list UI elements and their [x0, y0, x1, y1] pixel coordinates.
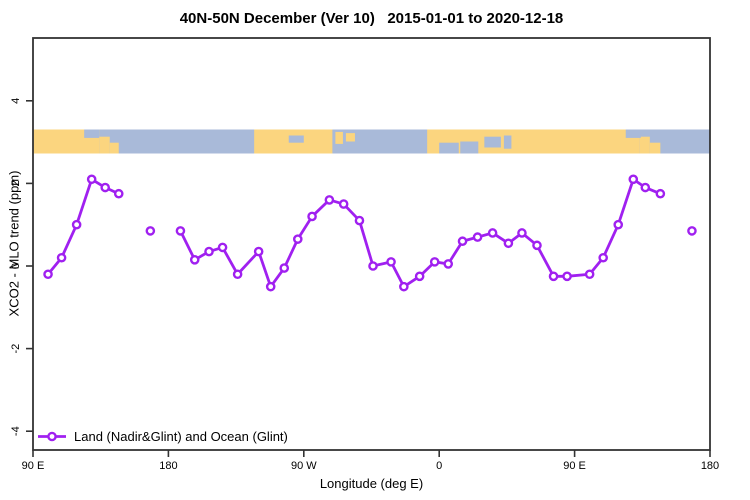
- data-point: [354, 215, 365, 226]
- legend-label: Land (Nadir&Glint) and Ocean (Glint): [74, 429, 288, 444]
- data-point: [86, 174, 97, 185]
- x-axis-title: Longitude (deg E): [319, 476, 424, 491]
- data-point: [145, 226, 156, 236]
- water-overlay: [460, 141, 479, 154]
- y-tick-label: -4: [10, 426, 22, 436]
- plot-box: [32, 37, 711, 451]
- data-point: [429, 257, 440, 267]
- data-point: [279, 263, 290, 273]
- x-tick-label: 180: [701, 460, 719, 472]
- water-overlay: [625, 129, 641, 138]
- land-segment: [639, 136, 650, 154]
- data-point: [562, 271, 572, 282]
- data-point: [113, 188, 124, 199]
- x-tick-label: 90 E: [563, 460, 586, 472]
- data-point: [100, 182, 111, 193]
- data-point: [217, 242, 228, 253]
- data-series: [43, 174, 697, 292]
- legend-marker-icon: [47, 431, 57, 442]
- land-segment: [335, 131, 343, 144]
- data-point: [548, 271, 559, 282]
- data-point: [655, 188, 666, 199]
- land-segment: [99, 136, 110, 154]
- data-point: [43, 269, 53, 280]
- water-overlay: [439, 142, 459, 154]
- land-segment: [345, 133, 355, 142]
- land-segment: [427, 129, 640, 154]
- data-point: [338, 199, 349, 209]
- data-point: [640, 182, 651, 193]
- y-tick-label: 4: [10, 98, 22, 104]
- water-overlay: [84, 129, 100, 138]
- data-point: [584, 269, 595, 280]
- data-point: [368, 261, 378, 271]
- data-point: [386, 257, 396, 267]
- data-point: [503, 238, 514, 249]
- data-point: [628, 174, 639, 185]
- data-point: [532, 240, 542, 251]
- x-tick-label: 0: [436, 460, 442, 472]
- data-point: [472, 232, 483, 242]
- data-point: [443, 259, 454, 269]
- data-point: [253, 246, 264, 257]
- data-point: [687, 226, 697, 236]
- map-band: [33, 129, 710, 154]
- data-point: [517, 228, 527, 238]
- data-point: [56, 252, 67, 263]
- water-overlay: [484, 136, 501, 148]
- data-point: [414, 271, 425, 282]
- y-tick-label: -2: [10, 344, 22, 354]
- data-point: [71, 219, 82, 230]
- data-point: [175, 226, 186, 236]
- data-point: [598, 252, 608, 263]
- x-tick-label: 90 W: [291, 460, 317, 472]
- y-tick-label: 2: [10, 180, 22, 186]
- land-segment: [649, 142, 661, 154]
- data-point: [307, 211, 317, 222]
- axes: 90 E 180 90 W 0 90 E 180 4 2 0 -2 -4: [10, 37, 719, 472]
- x-tick-label: 90 E: [22, 460, 45, 472]
- data-point: [292, 234, 303, 244]
- data-point: [204, 246, 214, 257]
- y-tick-label: 0: [10, 263, 22, 269]
- data-point: [613, 219, 624, 230]
- water-overlay: [288, 135, 304, 143]
- x-tick-label: 180: [159, 460, 177, 472]
- water-overlay: [503, 135, 512, 149]
- data-point: [265, 281, 276, 292]
- data-point: [189, 255, 200, 265]
- data-point: [324, 195, 335, 205]
- land-segment: [109, 142, 119, 154]
- chart-title: 40N-50N December (Ver 10) 2015-01-01 to …: [179, 10, 564, 27]
- legend: Land (Nadir&Glint) and Ocean (Glint): [38, 429, 288, 444]
- data-point: [399, 281, 409, 292]
- data-point: [457, 236, 468, 247]
- data-point: [487, 228, 498, 238]
- data-point: [232, 269, 243, 280]
